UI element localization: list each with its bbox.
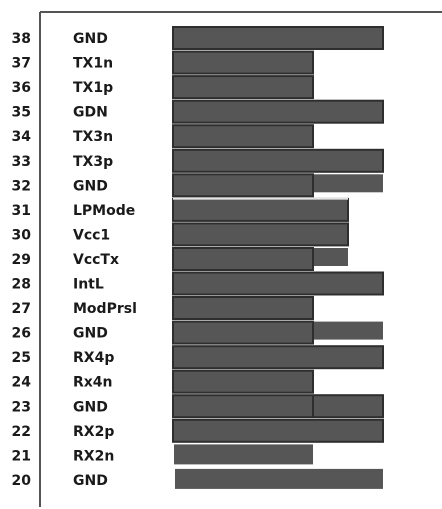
pad	[172, 173, 314, 198]
pin-name: TX1p	[73, 80, 113, 96]
pin-number: 28	[12, 277, 31, 293]
pad	[172, 148, 384, 173]
pad	[172, 345, 384, 370]
pin-name: GDN	[73, 105, 108, 121]
pin-number: 37	[12, 56, 31, 72]
pad	[172, 75, 314, 100]
pin-name: GND	[73, 178, 108, 194]
pin-number: 36	[12, 80, 31, 96]
pin-name: TX1n	[73, 56, 113, 72]
pin-number: 33	[12, 154, 31, 170]
pin-name: TX3p	[73, 154, 113, 170]
pin-number: 38	[12, 31, 31, 47]
pad-extension	[313, 321, 383, 340]
pad-extension	[313, 174, 383, 193]
frame	[39, 11, 442, 507]
pad	[172, 320, 314, 345]
pad	[172, 247, 314, 271]
pin-name: GND	[73, 399, 108, 415]
pin-number: 25	[12, 350, 31, 366]
pads	[172, 26, 384, 489]
pin-name: RX2n	[73, 448, 114, 464]
pin-name: GND	[73, 473, 108, 489]
pin-number: 24	[12, 375, 32, 391]
pad-extension	[313, 248, 348, 266]
pin-name: Rx4n	[73, 375, 113, 391]
pad	[172, 50, 314, 75]
pad	[172, 296, 314, 320]
pin-name: Vcc1	[73, 227, 110, 243]
pad	[172, 222, 349, 247]
pad	[172, 197, 349, 222]
pin-number: 23	[12, 399, 31, 415]
pin-name: RX4p	[73, 350, 114, 366]
pin-number: 31	[12, 203, 31, 219]
pin-name: GND	[73, 326, 108, 342]
pin-name: IntL	[73, 277, 104, 293]
pin-number: 30	[12, 227, 32, 243]
pin-number: 27	[12, 301, 31, 317]
pin-number: 34	[12, 129, 32, 145]
pad	[172, 26, 384, 50]
pin-name: TX3n	[73, 129, 113, 145]
pin-number: 26	[12, 326, 31, 342]
pin-number: 20	[12, 473, 32, 489]
pin-number: 32	[12, 178, 31, 194]
pad	[172, 99, 384, 124]
pad	[172, 369, 314, 394]
pin-name: ModPrsl	[73, 301, 137, 317]
pad	[175, 468, 383, 489]
pin-name: VccTx	[73, 252, 119, 268]
pad	[172, 394, 384, 419]
pin-number: 29	[12, 252, 31, 268]
pin-number: 35	[12, 105, 31, 121]
pad	[174, 444, 313, 465]
pad	[172, 418, 384, 443]
pad	[172, 124, 314, 149]
pin-name: LPMode	[73, 203, 135, 219]
pin-number: 22	[12, 424, 31, 440]
pad	[172, 271, 384, 296]
pin-number: 21	[12, 448, 31, 464]
pin-name: RX2p	[73, 424, 114, 440]
pin-name: GND	[73, 31, 108, 47]
